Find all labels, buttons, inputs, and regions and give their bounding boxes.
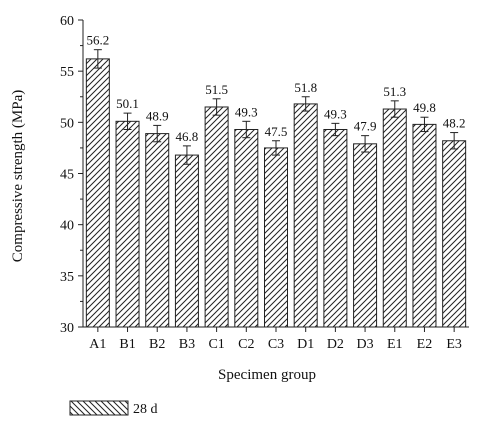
data-label-D2: 49.3 bbox=[324, 106, 347, 121]
x-tick-label-D3: D3 bbox=[357, 337, 374, 352]
bar-E3 bbox=[442, 140, 467, 328]
x-tick-label-E1: E1 bbox=[387, 337, 403, 352]
x-axis-title: Specimen group bbox=[218, 367, 316, 383]
data-label-B1: 50.1 bbox=[116, 96, 139, 111]
data-labels-layer: 56.2 50.1 48.9 46.8 51.5 49.3 47.5 51.8 49.3 47.9… bbox=[86, 33, 465, 144]
bars-layer bbox=[85, 58, 467, 328]
bar-A1 bbox=[85, 58, 110, 328]
x-tick-label-D1: D1 bbox=[297, 337, 314, 352]
bar-C3 bbox=[264, 147, 288, 328]
x-tick-label-B1: B1 bbox=[119, 337, 135, 352]
y-tick-label-35: 35 bbox=[60, 270, 74, 285]
error-bar-B3 bbox=[182, 145, 191, 165]
bar-D1 bbox=[293, 103, 318, 328]
y-tick-label-55: 55 bbox=[60, 65, 74, 80]
error-bar-B2 bbox=[153, 124, 162, 143]
data-label-D1: 51.8 bbox=[294, 80, 317, 95]
y-tick-label-40: 40 bbox=[60, 219, 74, 234]
x-tick-label-E3: E3 bbox=[446, 337, 462, 352]
error-bar-A1 bbox=[93, 49, 102, 69]
x-tick-label-B2: B2 bbox=[149, 337, 165, 352]
y-tick-label-60: 60 bbox=[60, 14, 74, 29]
axes-layer: A1 B1 B2 B3 C1 C2 C3 D1 D2 D3 E1 E2 E3 30 35 40 45 50 55 60 bbox=[60, 14, 469, 352]
data-label-C1: 51.5 bbox=[205, 82, 228, 97]
error-bar-D1 bbox=[301, 96, 310, 112]
bar-C2 bbox=[234, 128, 259, 328]
error-bars-layer bbox=[93, 49, 459, 165]
x-tick-label-C2: C2 bbox=[238, 337, 254, 352]
y-tick-label-50: 50 bbox=[60, 116, 74, 131]
legend: 28 d bbox=[69, 400, 158, 417]
legend-swatch bbox=[69, 400, 129, 416]
x-tick-label-C1: C1 bbox=[208, 337, 224, 352]
data-label-E3: 48.2 bbox=[443, 116, 466, 131]
bar-B3 bbox=[174, 154, 199, 328]
data-label-C2: 49.3 bbox=[235, 104, 258, 119]
data-label-E2: 49.8 bbox=[413, 100, 436, 115]
bar-D2 bbox=[323, 128, 348, 328]
data-label-E1: 51.3 bbox=[383, 84, 406, 99]
bar-E2 bbox=[412, 123, 437, 328]
legend-label: 28 d bbox=[133, 402, 158, 417]
data-label-A1: 56.2 bbox=[86, 33, 109, 48]
x-tick-label-E2: E2 bbox=[417, 337, 433, 352]
error-bar-C3 bbox=[272, 140, 280, 156]
bar-C1 bbox=[204, 106, 229, 328]
error-bar-E3 bbox=[450, 132, 459, 150]
data-label-C3: 47.5 bbox=[265, 124, 288, 139]
bar-D3 bbox=[353, 143, 378, 328]
y-tick-label-45: 45 bbox=[60, 168, 74, 183]
error-bar-D3 bbox=[361, 135, 370, 153]
bar-E1 bbox=[382, 108, 407, 328]
error-bar-D2 bbox=[331, 122, 340, 137]
y-axis-title: Compressive strength (MPa) bbox=[10, 90, 26, 262]
data-label-B3: 46.8 bbox=[176, 129, 199, 144]
y-tick-label-30: 30 bbox=[60, 321, 74, 336]
bar-B1 bbox=[115, 120, 140, 328]
x-tick-label-C3: C3 bbox=[268, 337, 284, 352]
error-bar-C2 bbox=[242, 120, 251, 139]
error-bar-E2 bbox=[420, 116, 429, 133]
error-bar-B1 bbox=[123, 112, 132, 130]
x-tick-label-B3: B3 bbox=[179, 337, 195, 352]
x-tick-label-A1: A1 bbox=[89, 337, 106, 352]
bar-B2 bbox=[145, 133, 170, 328]
error-bar-E1 bbox=[390, 100, 399, 118]
x-tick-label-D2: D2 bbox=[327, 337, 344, 352]
data-label-B2: 48.9 bbox=[146, 108, 169, 123]
error-bar-C1 bbox=[212, 98, 221, 116]
data-label-D3: 47.9 bbox=[354, 119, 377, 134]
